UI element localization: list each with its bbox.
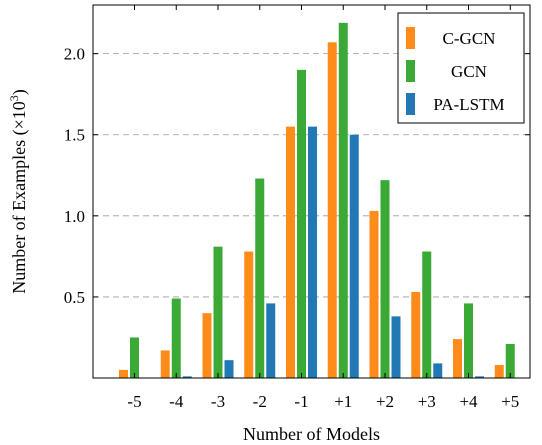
bar-gcn-+2 bbox=[380, 180, 390, 378]
bar-gcn-+4 bbox=[464, 303, 473, 378]
bar-gcn-+1 bbox=[338, 22, 348, 378]
legend-label-gcn: GCN bbox=[451, 62, 487, 81]
legend-swatch-pa-lstm bbox=[406, 93, 415, 115]
bar-c-gcn--5 bbox=[119, 369, 128, 378]
bar-c-gcn--1 bbox=[286, 126, 295, 378]
bar-gcn--4 bbox=[171, 298, 181, 378]
bar-pa-lstm-+3 bbox=[433, 363, 443, 378]
bar-pa-lstm--2 bbox=[266, 303, 276, 378]
bar-gcn--2 bbox=[255, 178, 265, 378]
bar-gcn--5 bbox=[130, 337, 139, 378]
bar-gcn-+5 bbox=[505, 343, 515, 378]
x-tick-label: +1 bbox=[334, 392, 352, 411]
bar-c-gcn--3 bbox=[202, 313, 212, 378]
legend-label-pa-lstm: PA-LSTM bbox=[433, 95, 504, 114]
y-axis-ticks: 0.5 1.0 1.5 2.0 bbox=[64, 45, 530, 307]
bar-pa-lstm-+4 bbox=[475, 376, 484, 378]
bar-gcn-+3 bbox=[422, 251, 432, 378]
x-tick-label: -3 bbox=[211, 392, 225, 411]
bar-c-gcn-+5 bbox=[494, 365, 504, 378]
bar-c-gcn-+2 bbox=[369, 210, 379, 378]
legend: C-GCN GCN PA-LSTM bbox=[397, 12, 525, 124]
y-tick-label: 1.0 bbox=[64, 207, 85, 226]
bar-pa-lstm--1 bbox=[308, 126, 317, 378]
legend-swatch-gcn bbox=[406, 60, 415, 82]
bar-pa-lstm--3 bbox=[224, 360, 234, 378]
bar-c-gcn-+4 bbox=[453, 339, 462, 378]
x-tick-label: -2 bbox=[253, 392, 267, 411]
x-tick-label: -1 bbox=[294, 392, 308, 411]
legend-swatch-c-gcn bbox=[406, 27, 415, 49]
x-tick-label: +3 bbox=[418, 392, 436, 411]
y-axis-label: Number of Examples (×103) bbox=[7, 89, 30, 294]
x-axis-label: Number of Models bbox=[243, 424, 380, 444]
x-tick-label: +5 bbox=[501, 392, 519, 411]
legend-box bbox=[397, 12, 525, 124]
legend-label-c-gcn: C-GCN bbox=[443, 29, 496, 48]
x-tick-label: +4 bbox=[459, 392, 478, 411]
bar-pa-lstm-+1 bbox=[349, 134, 359, 378]
bar-gcn--3 bbox=[213, 246, 223, 378]
y-tick-label: 1.5 bbox=[64, 126, 85, 145]
x-axis-ticks: -5 -4 -3 -2 -1 +1 +2 +3 +4 +5 bbox=[127, 5, 519, 411]
x-tick-label: -4 bbox=[169, 392, 184, 411]
x-tick-label: -5 bbox=[127, 392, 141, 411]
bar-gcn--1 bbox=[297, 69, 306, 378]
x-tick-label: +2 bbox=[376, 392, 394, 411]
bar-pa-lstm--4 bbox=[182, 376, 192, 378]
bar-c-gcn--4 bbox=[160, 350, 170, 378]
bar-c-gcn-+3 bbox=[411, 292, 421, 378]
plot-frame bbox=[92, 4, 531, 379]
bar-c-gcn-+1 bbox=[327, 42, 337, 379]
bar-c-gcn--2 bbox=[244, 251, 254, 378]
bar-pa-lstm-+2 bbox=[391, 316, 401, 378]
bars bbox=[119, 22, 515, 379]
y-tick-label: 2.0 bbox=[64, 45, 85, 64]
y-tick-label: 0.5 bbox=[64, 288, 85, 307]
